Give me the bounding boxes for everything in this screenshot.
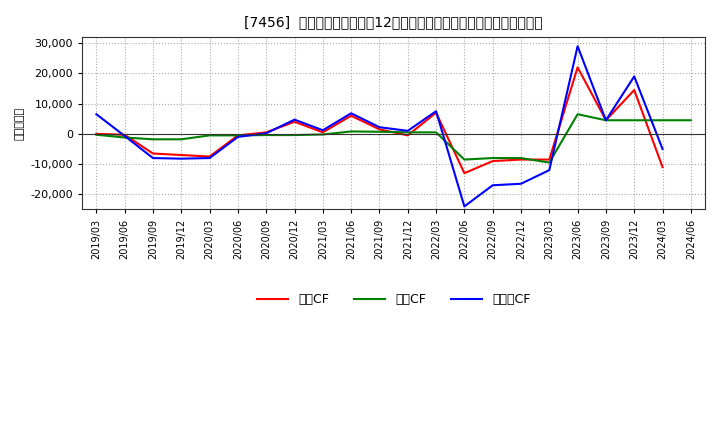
投資CF [545, 160, 554, 165]
投資CF [630, 117, 639, 123]
営業CF [177, 152, 186, 158]
営業CF [658, 165, 667, 170]
営業CF [233, 133, 242, 138]
営業CF [602, 117, 611, 123]
Legend: 営業CF, 投資CF, フリーCF: 営業CF, 投資CF, フリーCF [252, 288, 536, 311]
投資CF [687, 117, 696, 123]
投資CF [432, 130, 441, 135]
フリーCF [602, 117, 611, 123]
フリーCF [148, 155, 157, 161]
フリーCF [460, 204, 469, 209]
投資CF [573, 112, 582, 117]
営業CF [630, 88, 639, 93]
フリーCF [318, 128, 327, 133]
営業CF [290, 119, 299, 125]
投資CF [375, 129, 384, 134]
フリーCF [177, 156, 186, 161]
フリーCF [205, 155, 214, 161]
営業CF [545, 157, 554, 162]
Line: 営業CF: 営業CF [96, 67, 662, 173]
投資CF [92, 132, 101, 137]
投資CF [460, 157, 469, 162]
フリーCF [92, 112, 101, 117]
フリーCF [120, 133, 129, 139]
営業CF [488, 158, 497, 164]
投資CF [403, 130, 412, 135]
Title: [7456]  キャッシュフローの12か月移動合計の対前年同期増減額の推移: [7456] キャッシュフローの12か月移動合計の対前年同期増減額の推移 [244, 15, 543, 29]
フリーCF [545, 168, 554, 173]
投資CF [205, 133, 214, 138]
営業CF [432, 110, 441, 115]
フリーCF [488, 183, 497, 188]
営業CF [517, 157, 526, 162]
営業CF [403, 133, 412, 138]
営業CF [92, 131, 101, 136]
営業CF [347, 113, 356, 118]
Line: 投資CF: 投資CF [96, 114, 691, 163]
営業CF [262, 130, 271, 135]
投資CF [488, 155, 497, 161]
投資CF [148, 137, 157, 142]
投資CF [602, 117, 611, 123]
営業CF [375, 127, 384, 132]
フリーCF [233, 134, 242, 139]
フリーCF [432, 109, 441, 114]
フリーCF [517, 181, 526, 187]
投資CF [262, 132, 271, 138]
Line: フリーCF: フリーCF [96, 46, 662, 206]
投資CF [347, 129, 356, 134]
フリーCF [290, 117, 299, 122]
フリーCF [262, 131, 271, 136]
営業CF [205, 154, 214, 159]
営業CF [460, 171, 469, 176]
投資CF [658, 117, 667, 123]
フリーCF [630, 74, 639, 79]
投資CF [517, 155, 526, 161]
Y-axis label: （百万円）: （百万円） [15, 107, 25, 140]
営業CF [318, 130, 327, 135]
投資CF [177, 137, 186, 142]
営業CF [148, 151, 157, 156]
営業CF [120, 132, 129, 137]
フリーCF [573, 44, 582, 49]
投資CF [233, 133, 242, 138]
投資CF [120, 135, 129, 140]
フリーCF [403, 128, 412, 133]
フリーCF [658, 147, 667, 152]
営業CF [573, 65, 582, 70]
フリーCF [375, 125, 384, 130]
投資CF [290, 132, 299, 138]
フリーCF [347, 111, 356, 116]
投資CF [318, 132, 327, 137]
